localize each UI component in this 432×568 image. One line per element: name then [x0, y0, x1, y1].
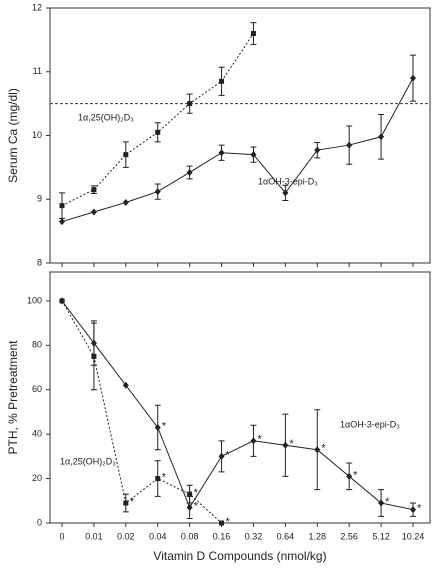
marker — [155, 476, 161, 482]
x-tick-label: 0.02 — [117, 531, 135, 541]
series-label: 1α,25(OH)₂D₃ — [60, 456, 116, 466]
significance-mark: * — [162, 420, 167, 432]
marker — [59, 297, 65, 305]
x-tick-label: 0.32 — [245, 531, 263, 541]
marker — [250, 31, 256, 36]
marker — [123, 500, 129, 506]
x-tick-label: 0.16 — [213, 531, 231, 541]
y-tick-label: 11 — [33, 66, 42, 76]
marker — [378, 133, 385, 141]
marker — [314, 146, 321, 154]
x-tick-label: 10.24 — [402, 531, 425, 541]
marker — [250, 437, 257, 445]
y-tick-label: 20 — [32, 473, 42, 483]
x-tick-label: 2.56 — [340, 531, 358, 541]
marker — [282, 189, 289, 197]
marker — [90, 208, 97, 216]
marker — [154, 423, 161, 431]
plot-frame — [49, 271, 431, 524]
y-tick-label: 0 — [37, 517, 42, 527]
y-tick-label: 100 — [27, 295, 42, 305]
marker — [219, 78, 225, 84]
marker — [346, 472, 353, 480]
y-tick-label: 9 — [37, 194, 42, 204]
marker — [59, 218, 65, 226]
marker — [218, 452, 225, 460]
x-tick-label: 0.64 — [277, 531, 295, 541]
significance-mark: * — [130, 496, 135, 508]
x-tick-label: 5.12 — [372, 531, 390, 541]
y-axis-title: PTH, % Pretreatment — [6, 340, 20, 455]
y-tick-label: 8 — [37, 257, 42, 267]
significance-mark: * — [289, 438, 294, 450]
marker — [250, 151, 257, 159]
plot-frame — [49, 7, 431, 264]
significance-mark: * — [226, 516, 231, 528]
significance-mark: * — [162, 471, 167, 483]
significance-mark: * — [194, 500, 199, 512]
significance-mark: * — [257, 434, 262, 446]
marker — [59, 203, 65, 209]
marker — [218, 149, 225, 157]
significance-mark: * — [385, 496, 390, 508]
significance-mark: * — [353, 469, 358, 481]
significance-mark: * — [226, 449, 231, 461]
marker — [91, 187, 97, 193]
series-label: 1αOH-3-epi-D₃ — [258, 176, 318, 186]
series-line — [61, 77, 414, 223]
marker — [314, 446, 321, 454]
marker — [346, 141, 353, 149]
x-tick-label: 0.04 — [149, 531, 167, 541]
marker — [378, 499, 385, 507]
marker — [123, 152, 129, 158]
marker — [155, 129, 161, 135]
y-tick-label: 80 — [32, 340, 42, 350]
series-line — [61, 300, 414, 511]
series-label: 1αOH-3-epi-D₃ — [340, 419, 400, 429]
y-axis-title: Serum Ca (mg/dl) — [6, 88, 20, 183]
y-tick-label: 12 — [32, 2, 42, 12]
marker — [186, 168, 193, 176]
significance-mark: * — [321, 443, 326, 455]
marker — [282, 441, 289, 449]
marker — [154, 188, 161, 196]
significance-mark: * — [417, 503, 422, 515]
marker — [90, 339, 97, 347]
significance-mark: * — [194, 487, 199, 499]
marker — [410, 506, 416, 514]
marker — [122, 198, 129, 206]
marker — [187, 101, 193, 107]
marker — [219, 520, 225, 526]
marker — [186, 503, 193, 511]
marker — [122, 381, 129, 389]
x-tick-label: 1.28 — [309, 531, 327, 541]
marker — [410, 74, 416, 82]
series-label: 1α,25(OH)₂D₃ — [78, 112, 134, 122]
y-tick-label: 40 — [32, 429, 42, 439]
x-axis-title: Vitamin D Compounds (nmol/kg) — [153, 549, 326, 563]
x-tick-label: 0 — [59, 531, 64, 541]
x-tick-label: 0.08 — [181, 531, 199, 541]
y-tick-label: 60 — [32, 384, 42, 394]
marker — [187, 491, 193, 497]
x-tick-label: 0.01 — [85, 531, 103, 541]
y-tick-label: 10 — [32, 130, 42, 140]
